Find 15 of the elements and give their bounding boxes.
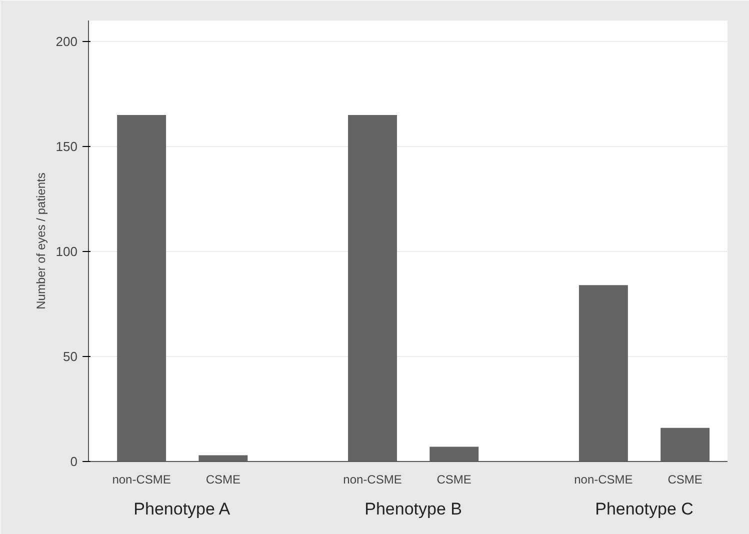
text: Phenotype C (595, 500, 694, 518)
y-tick-label: 100 (56, 244, 78, 259)
y-axis-title: Number of eyes / patients (34, 172, 48, 310)
x-tick-label: non-CSME (574, 472, 633, 486)
x-tick-label: non-CSME (343, 472, 402, 486)
y-tick-label: 150 (56, 139, 78, 154)
x-tick-label: CSME (206, 472, 240, 486)
y-tick-label: 200 (56, 34, 78, 49)
x-tick-label: CSME (436, 472, 472, 486)
x-tick-label: CSME (668, 472, 702, 486)
text: Phenotype B (364, 500, 462, 518)
text: Phenotype A (134, 500, 231, 518)
y-tick-label: 50 (63, 349, 78, 364)
x-tick-label: non-CSME (112, 472, 171, 486)
y-tick-label: 0 (70, 454, 78, 469)
